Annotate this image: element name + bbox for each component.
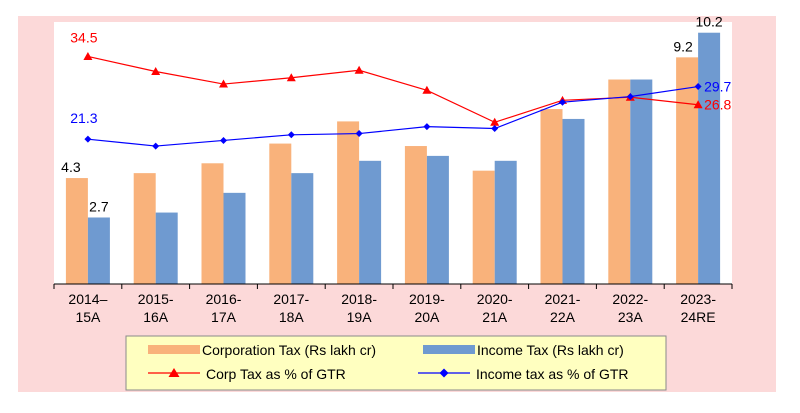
data-label: 10.2 <box>695 14 722 30</box>
bar-corporation-tax <box>201 163 224 284</box>
x-tick-label: 2021-22A <box>545 291 581 325</box>
marker-diamond-icon <box>84 135 92 143</box>
legend-swatch-income-tax <box>423 345 475 354</box>
bars-layer <box>65 32 721 285</box>
bar-corporation-tax <box>540 109 563 284</box>
marker-triangle-icon <box>151 67 161 76</box>
data-label: 21.3 <box>70 110 97 126</box>
bar-corporation-tax <box>269 143 292 284</box>
x-tick-label: 2018-19A <box>341 291 377 325</box>
bar-income-tax <box>223 192 246 284</box>
marker-diamond-icon <box>626 93 634 101</box>
marker-diamond-icon <box>423 123 431 131</box>
x-tick-label: 2014– 15A <box>68 291 107 325</box>
data-label: 29.7 <box>704 79 731 95</box>
legend-swatch-corporation-tax <box>148 345 200 354</box>
data-labels-layer: 4.3 2.7 9.210.2 34.5 21.3 29.7 26.8 <box>61 14 731 215</box>
bar-corporation-tax <box>472 170 495 284</box>
legend-label-income-tax: Income Tax (Rs lakh cr) <box>477 342 624 358</box>
bar-corporation-tax <box>404 146 427 284</box>
legend-marker-triangle-icon <box>168 368 180 377</box>
data-label: 4.3 <box>61 159 81 175</box>
marker-triangle-icon <box>354 65 364 74</box>
lines-layer <box>83 51 703 150</box>
x-tick-label: 2019-20A <box>409 291 445 325</box>
bar-income-tax <box>562 118 585 284</box>
data-label: 26.8 <box>704 97 731 113</box>
bar-income-tax <box>698 32 721 284</box>
data-label: 34.5 <box>70 29 97 45</box>
x-tick-label: 2015-16A <box>138 291 174 325</box>
marker-diamond-icon <box>152 142 160 150</box>
marker-diamond-icon <box>287 131 295 139</box>
marker-triangle-icon <box>490 117 500 126</box>
marker-triangle-icon <box>422 85 432 94</box>
x-tick-label: 2016-17A <box>206 291 242 325</box>
legend-marker-diamond-icon <box>439 368 449 378</box>
bar-income-tax <box>359 160 382 284</box>
marker-triangle-icon <box>219 79 228 88</box>
legend: Corporation Tax (Rs lakh cr) Income Tax … <box>125 335 667 391</box>
bar-corporation-tax <box>337 121 360 285</box>
marker-diamond-icon <box>559 98 566 106</box>
bar-corporation-tax <box>676 57 699 284</box>
marker-diamond-icon <box>491 125 499 133</box>
legend-label-corp-tax-pct: Corp Tax as % of GTR <box>206 366 346 382</box>
marker-diamond-icon <box>355 130 363 138</box>
line-income-tax-pct <box>87 85 699 147</box>
data-label: 2.7 <box>89 198 109 214</box>
marker-diamond-icon <box>220 136 227 144</box>
marker-diamond-icon <box>694 83 702 91</box>
bar-income-tax <box>291 173 314 284</box>
bar-income-tax <box>630 79 653 284</box>
legend-label-corporation-tax: Corporation Tax (Rs lakh cr) <box>202 342 376 358</box>
legend-label-income-tax-pct: Income tax as % of GTR <box>476 366 629 382</box>
bar-income-tax <box>87 217 110 284</box>
legend-box <box>125 335 667 391</box>
bar-income-tax <box>426 155 449 284</box>
data-label: 9.2 <box>673 38 693 54</box>
marker-triangle-icon <box>693 100 703 109</box>
x-tick-label: 2023-24RE <box>680 291 716 325</box>
marker-triangle-icon <box>83 51 93 60</box>
x-tick-label: 2017-18A <box>273 291 309 325</box>
x-tick-layer: 2014– 15A 2015-16A 2016-17A 2017-18A 2018-19A… <box>53 284 733 325</box>
bar-income-tax <box>155 212 178 284</box>
bar-corporation-tax <box>65 178 88 284</box>
bar-corporation-tax <box>133 173 156 284</box>
bar-income-tax <box>494 160 517 284</box>
bar-corporation-tax <box>608 79 631 284</box>
x-tick-label: 2020-21A <box>477 291 513 325</box>
line-corp-tax-pct <box>87 55 699 123</box>
x-tick-label: 2022-23A <box>612 291 648 325</box>
marker-triangle-icon <box>286 73 296 82</box>
